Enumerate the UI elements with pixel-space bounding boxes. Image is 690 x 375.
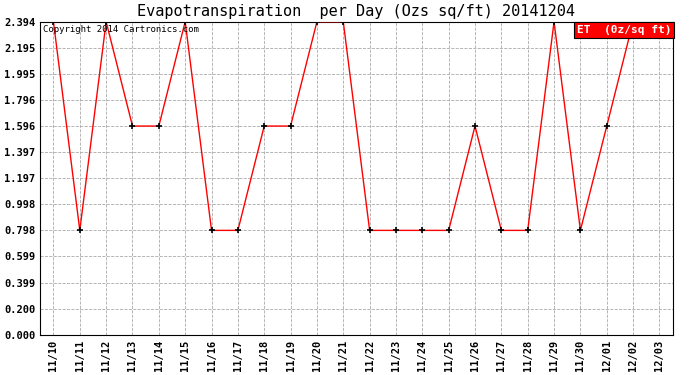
Title: Evapotranspiration  per Day (Ozs sq/ft) 20141204: Evapotranspiration per Day (Ozs sq/ft) 2… [137, 4, 575, 19]
Text: Copyright 2014 Cartronics.com: Copyright 2014 Cartronics.com [43, 25, 199, 34]
Text: ET  (0z/sq ft): ET (0z/sq ft) [577, 25, 671, 35]
